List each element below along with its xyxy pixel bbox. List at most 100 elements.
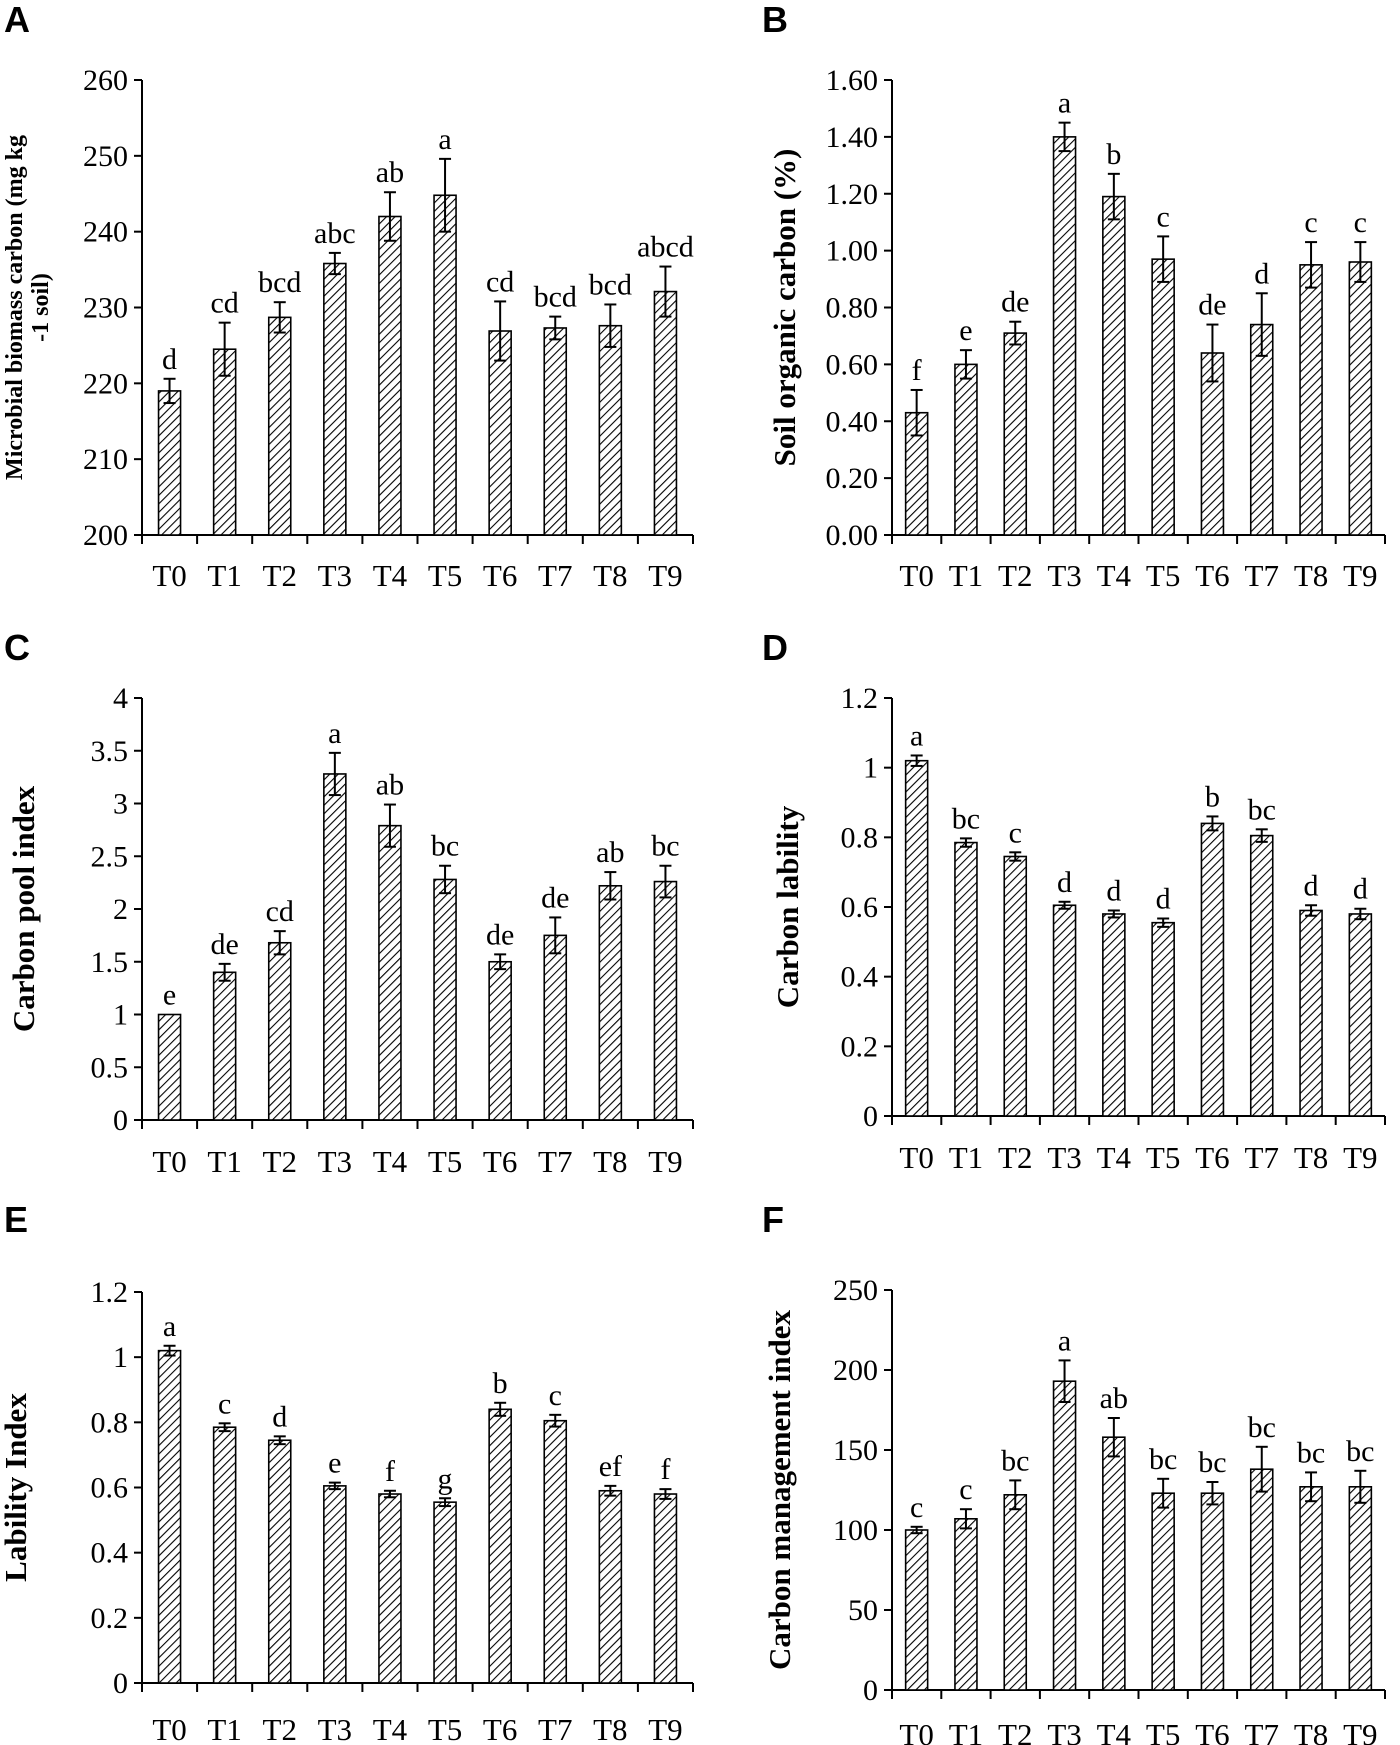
significance-label: a xyxy=(1058,87,1071,120)
error-bar-t8 xyxy=(1305,1471,1318,1503)
y-tick-label: 0.4 xyxy=(91,1537,129,1570)
error-bar-t1 xyxy=(959,837,972,848)
y-axis-title: Carbon lability xyxy=(770,805,805,1008)
panel-letter: F xyxy=(762,1199,784,1240)
error-bar-t6 xyxy=(1206,1481,1219,1506)
bar-t9 xyxy=(1348,913,1373,1117)
error-bar-t0 xyxy=(163,1344,176,1357)
error-bar-t8 xyxy=(604,871,617,901)
x-tick-label: T4 xyxy=(1097,1717,1132,1745)
error-bar-t7 xyxy=(549,916,562,955)
x-tick-label: T0 xyxy=(899,1140,933,1175)
bar-t4 xyxy=(378,1493,402,1684)
bar-t5 xyxy=(433,878,457,1121)
x-tick-label: T8 xyxy=(1294,1140,1328,1175)
significance-label: f xyxy=(660,1453,670,1486)
y-tick-label: 220 xyxy=(83,367,128,400)
bar-t2 xyxy=(1003,855,1028,1117)
significance-label: bc xyxy=(1001,1444,1029,1477)
x-tick-label: T2 xyxy=(263,558,297,593)
y-tick-label: 1.20 xyxy=(826,178,879,211)
x-tick-label: T6 xyxy=(1195,1140,1229,1175)
bar-t0 xyxy=(157,1013,182,1121)
significance-label: bc xyxy=(1248,793,1276,826)
error-bar-t9 xyxy=(659,864,672,899)
x-tick-label: T3 xyxy=(1047,1717,1081,1745)
bar-t0 xyxy=(904,1529,929,1691)
x-tick-label: T6 xyxy=(483,558,517,593)
error-bar-t1 xyxy=(959,349,972,380)
significance-label: bcd xyxy=(589,268,632,301)
error-bar-t5 xyxy=(439,864,452,895)
y-tick-label: 0.40 xyxy=(826,405,879,438)
bar-t9 xyxy=(653,880,678,1121)
significance-label: c xyxy=(549,1379,562,1412)
x-tick-label: T8 xyxy=(593,1144,627,1179)
x-tick-label: T8 xyxy=(593,558,627,593)
bar-t0 xyxy=(157,390,182,536)
significance-label: a xyxy=(1058,1324,1071,1357)
error-bar-t3 xyxy=(1058,900,1071,910)
error-bar-t1 xyxy=(218,962,231,982)
x-tick-label: T9 xyxy=(1343,1140,1377,1175)
error-bar-t9 xyxy=(1354,241,1367,283)
x-tick-label: T0 xyxy=(152,1144,186,1179)
bar-t6 xyxy=(488,1408,512,1684)
y-tick-label: 0.20 xyxy=(826,462,879,495)
bar-t9 xyxy=(653,290,678,536)
x-tick-label: T0 xyxy=(899,558,933,593)
error-bar-t5 xyxy=(439,1497,452,1508)
significance-label: bc xyxy=(1297,1436,1325,1469)
bar-t3 xyxy=(323,773,347,1121)
significance-label: d xyxy=(1106,874,1121,907)
bar-t6 xyxy=(488,330,512,536)
significance-label: abc xyxy=(314,217,356,250)
x-tick-label: T1 xyxy=(949,1140,983,1175)
error-bar-t2 xyxy=(273,301,286,334)
significance-label: a xyxy=(438,123,451,156)
y-tick-label: 0 xyxy=(113,1104,128,1137)
bar-t2 xyxy=(267,941,292,1121)
x-tick-label: T1 xyxy=(207,1144,241,1179)
bar-t0 xyxy=(904,759,929,1117)
bar-t2 xyxy=(1003,332,1028,536)
significance-label: b xyxy=(493,1367,508,1400)
x-tick-label: T2 xyxy=(998,558,1032,593)
bar-t3 xyxy=(1052,904,1077,1117)
significance-label: cd xyxy=(266,895,294,928)
error-bar-t7 xyxy=(549,1413,562,1428)
y-tick-label: 3.5 xyxy=(91,735,129,768)
bar-t1 xyxy=(954,841,978,1117)
y-tick-label: 0.6 xyxy=(841,891,879,924)
x-tick-label: T8 xyxy=(1294,1717,1328,1745)
bar-t2 xyxy=(1003,1494,1028,1691)
significance-label: de xyxy=(210,928,238,961)
y-axis-title: Lability Index xyxy=(0,1393,33,1582)
bar-t3 xyxy=(323,262,347,536)
x-tick-label: T6 xyxy=(1195,558,1229,593)
error-bar-t1 xyxy=(218,321,231,377)
x-tick-label: T5 xyxy=(428,1144,462,1179)
bar-t8 xyxy=(1299,909,1323,1117)
significance-label: bc xyxy=(1346,1435,1374,1468)
bar-t9 xyxy=(1348,1486,1373,1691)
significance-label: b xyxy=(1205,780,1220,813)
y-tick-label: 1.60 xyxy=(826,64,879,97)
panel-letter: A xyxy=(4,0,30,40)
x-tick-label: T2 xyxy=(998,1717,1032,1745)
error-bar-t6 xyxy=(1206,815,1219,832)
bar-t6 xyxy=(1200,1492,1225,1691)
significance-label: a xyxy=(910,719,923,752)
significance-label: ab xyxy=(596,836,624,869)
significance-label: d xyxy=(1254,257,1269,290)
x-tick-label: T1 xyxy=(949,1717,983,1745)
x-tick-label: T5 xyxy=(428,1712,462,1745)
bar-t4 xyxy=(378,824,402,1121)
error-bar-t8 xyxy=(1305,904,1318,917)
error-bar-t1 xyxy=(218,1422,231,1433)
y-tick-label: 3 xyxy=(113,788,128,821)
bar-t8 xyxy=(598,884,623,1121)
x-tick-label: T4 xyxy=(373,558,408,593)
error-bar-t6 xyxy=(494,300,507,362)
